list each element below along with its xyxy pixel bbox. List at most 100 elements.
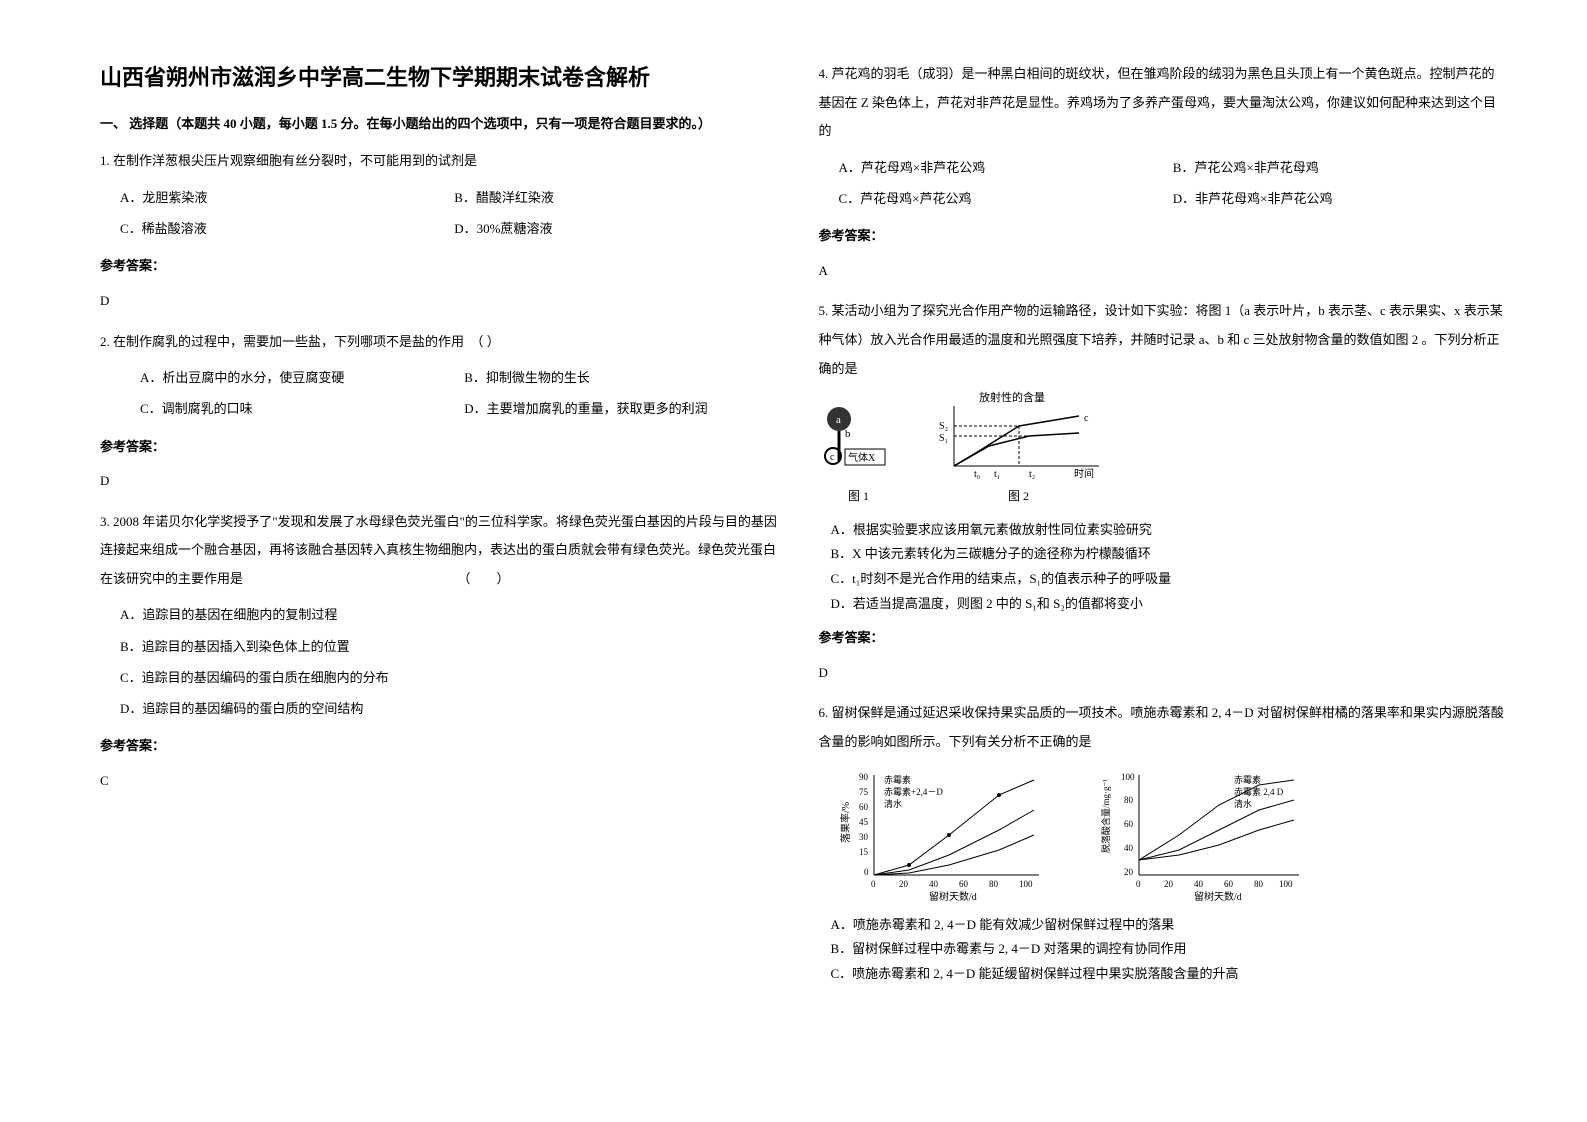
q3-answer-label: 参考答案： xyxy=(100,732,789,761)
c1-ylabel: 落果率/% xyxy=(839,802,852,843)
q3-opt-a: A．追踪目的基因在细胞内的复制过程 xyxy=(120,599,789,630)
q4-text: 4. 芦花鸡的羽毛（成羽）是一种黑白相间的斑纹状，但在雏鸡阶段的绒羽为黑色且头顶… xyxy=(819,60,1508,146)
c1-leg1: 赤霉素+2,4－D xyxy=(884,786,943,797)
q1-opt-c: C．稀盐酸溶液 xyxy=(120,213,454,244)
falloff-rate-chart: 落果率/% 90 75 60 45 30 15 0 赤霉素 赤霉素+2,4－D … xyxy=(839,765,1059,905)
c1-xlabel: 留树天数/d xyxy=(929,890,977,903)
c2-ylabel: 脱落酸含量/mg·g⁻¹ xyxy=(1100,778,1111,852)
c1-xt4: 80 xyxy=(989,879,999,889)
c2-leg2: 清水 xyxy=(1234,798,1252,809)
plant-diagram-icon: a b c 气体X xyxy=(819,401,899,481)
q3-opt-c: C．追踪目的基因编码的蛋白质在细胞内的分布 xyxy=(120,662,789,693)
fig1-c: c xyxy=(830,452,835,463)
q6-text: 6. 留树保鲜是通过延迟采收保持果实品质的一项技术。喷施赤霉素和 2, 4－D … xyxy=(819,699,1508,756)
c1-xt3: 60 xyxy=(959,879,969,889)
left-column: 山西省朔州市滋润乡中学高二生物下学期期末试卷含解析 一、 选择题（本题共 40 … xyxy=(100,60,819,1082)
page-title: 山西省朔州市滋润乡中学高二生物下学期期末试卷含解析 xyxy=(100,60,789,92)
c2-yt3: 80 xyxy=(1124,795,1134,805)
question-6: 6. 留树保鲜是通过延迟采收保持果实品质的一项技术。喷施赤霉素和 2, 4－D … xyxy=(819,699,1508,986)
c1-yt2: 30 xyxy=(859,832,869,842)
c2-yt0: 20 xyxy=(1124,867,1134,877)
q4-answer: A xyxy=(819,257,1508,286)
c2-yt2: 60 xyxy=(1124,819,1134,829)
q5-text: 5. 某活动小组为了探究光合作用产物的运输路径，设计如下实验：将图 1（a 表示… xyxy=(819,297,1508,383)
fig1-a: a xyxy=(836,414,841,426)
c1-yt3: 45 xyxy=(859,817,869,827)
fig2-c: c xyxy=(1084,413,1089,424)
q2-answer: D xyxy=(100,467,789,496)
section-header: 一、 选择题（本题共 40 小题，每小题 1.5 分。在每小题给出的四个选项中，… xyxy=(100,112,789,135)
q1-opt-a: A．龙胆紫染液 xyxy=(120,182,454,213)
c2-leg0: 赤霉素 xyxy=(1234,774,1261,785)
q5-opt-c: C．t₁时刻不是光合作用的结束点，S₁的值表示种子的呼吸量 xyxy=(831,567,1508,592)
c2-yt4: 100 xyxy=(1121,772,1135,782)
c1-yt5: 75 xyxy=(859,787,869,797)
c1-yt4: 60 xyxy=(859,802,869,812)
c1-xt0: 0 xyxy=(871,879,876,889)
q6-charts: 落果率/% 90 75 60 45 30 15 0 赤霉素 赤霉素+2,4－D … xyxy=(839,765,1508,905)
q6-opt-a: A．喷施赤霉素和 2, 4－D 能有效减少留树保鲜过程中的落果 xyxy=(831,913,1508,938)
q3-text: 3. 2008 年诺贝尔化学奖授予了"发现和发展了水母绿色荧光蛋白"的三位科学家… xyxy=(100,508,789,594)
fig2-s1: S₁ xyxy=(939,433,948,444)
fig2-caption: 图 2 xyxy=(929,483,1109,509)
q1-options: A．龙胆紫染液 B．醋酸洋红染液 C．稀盐酸溶液 D．30%蔗糖溶液 xyxy=(100,182,789,244)
question-1: 1. 在制作洋葱根尖压片观察细胞有丝分裂时，不可能用到的试剂是 A．龙胆紫染液 … xyxy=(100,147,789,315)
fig2-time: 时间 xyxy=(1074,467,1094,480)
q5-opt-b: B．X 中该元素转化为三碳糖分子的途径称为柠檬酸循环 xyxy=(831,542,1508,567)
q6-options: A．喷施赤霉素和 2, 4－D 能有效减少留树保鲜过程中的落果 B．留树保鲜过程… xyxy=(819,913,1508,987)
q4-opt-d: D．非芦花母鸡×非芦花公鸡 xyxy=(1173,183,1507,214)
c2-xlabel: 留树天数/d xyxy=(1194,890,1242,903)
c1-leg2: 清水 xyxy=(884,798,902,809)
c2-xt0: 0 xyxy=(1136,879,1141,889)
question-2: 2. 在制作腐乳的过程中，需要加一些盐，下列哪项不是盐的作用 （ ） A．析出豆… xyxy=(100,328,789,496)
q3-options: A．追踪目的基因在细胞内的复制过程 B．追踪目的基因插入到染色体上的位置 C．追… xyxy=(100,599,789,724)
q5-options: A．根据实验要求应该用氧元素做放射性同位素实验研究 B．X 中该元素转化为三碳糖… xyxy=(819,518,1508,617)
fig2-t2: t₂ xyxy=(1029,469,1035,480)
q2-opt-d: D．主要增加腐乳的重量，获取更多的利润 xyxy=(464,393,788,424)
figure-1: a b c 气体X 图 1 xyxy=(819,401,899,509)
fig1-x: 气体X xyxy=(848,451,876,464)
q3-opt-b: B．追踪目的基因插入到染色体上的位置 xyxy=(120,631,789,662)
c2-xt2: 40 xyxy=(1194,879,1204,889)
c1-xt1: 20 xyxy=(899,879,909,889)
c2-xt5: 100 xyxy=(1279,879,1293,889)
q3-answer: C xyxy=(100,767,789,796)
fig2-ylabel: 放射性的含量 xyxy=(979,391,1045,404)
question-3: 3. 2008 年诺贝尔化学奖授予了"发现和发展了水母绿色荧光蛋白"的三位科学家… xyxy=(100,508,789,796)
figure-2: 放射性的含量 S₂ S₁ c t₀ t₁ t₂ 时间 图 2 xyxy=(929,391,1109,509)
q1-text: 1. 在制作洋葱根尖压片观察细胞有丝分裂时，不可能用到的试剂是 xyxy=(100,147,789,176)
q4-opt-c: C．芦花母鸡×芦花公鸡 xyxy=(839,183,1173,214)
question-4: 4. 芦花鸡的羽毛（成羽）是一种黑白相间的斑纹状，但在雏鸡阶段的绒羽为黑色且头顶… xyxy=(819,60,1508,285)
q2-opt-a: A．析出豆腐中的水分，使豆腐变硬 xyxy=(140,362,464,393)
q1-answer-label: 参考答案： xyxy=(100,252,789,281)
aba-content-chart: 脱落酸含量/mg·g⁻¹ 100 80 60 40 20 赤霉素 赤霉素 2,4… xyxy=(1099,765,1329,905)
q5-figures: a b c 气体X 图 1 放射性的含量 xyxy=(819,391,1508,509)
c1-yt1: 15 xyxy=(859,847,869,857)
c1-xt5: 100 xyxy=(1019,879,1033,889)
c1-yt0: 0 xyxy=(864,867,869,877)
c1-leg0: 赤霉素 xyxy=(884,774,911,785)
c2-xt3: 60 xyxy=(1224,879,1234,889)
fig2-t1: t₁ xyxy=(994,469,1000,480)
q1-opt-d: D．30%蔗糖溶液 xyxy=(454,213,788,244)
q2-opt-b: B．抑制微生物的生长 xyxy=(464,362,788,393)
fig2-s2: S₂ xyxy=(939,421,948,432)
question-5: 5. 某活动小组为了探究光合作用产物的运输路径，设计如下实验：将图 1（a 表示… xyxy=(819,297,1508,687)
fig1-caption: 图 1 xyxy=(819,483,899,509)
q5-answer-label: 参考答案： xyxy=(819,624,1508,653)
c1-yt6: 90 xyxy=(859,772,869,782)
q6-opt-b: B．留树保鲜过程中赤霉素与 2, 4－D 对落果的调控有协同作用 xyxy=(831,937,1508,962)
c2-yt1: 40 xyxy=(1124,843,1134,853)
q5-opt-d: D．若适当提高温度，则图 2 中的 S₁和 S₂的值都将变小 xyxy=(831,592,1508,617)
q2-text: 2. 在制作腐乳的过程中，需要加一些盐，下列哪项不是盐的作用 （ ） xyxy=(100,328,789,357)
q5-opt-a: A．根据实验要求应该用氧元素做放射性同位素实验研究 xyxy=(831,518,1508,543)
fig2-t0: t₀ xyxy=(974,469,981,480)
line-chart-icon: 放射性的含量 S₂ S₁ c t₀ t₁ t₂ 时间 xyxy=(929,391,1109,481)
q4-opt-b: B．芦花公鸡×非芦花母鸡 xyxy=(1173,152,1507,183)
q1-opt-b: B．醋酸洋红染液 xyxy=(454,182,788,213)
q4-options: A．芦花母鸡×非芦花公鸡 B．芦花公鸡×非芦花母鸡 C．芦花母鸡×芦花公鸡 D．… xyxy=(819,152,1508,214)
q2-options: A．析出豆腐中的水分，使豆腐变硬 B．抑制微生物的生长 C．调制腐乳的口味 D．… xyxy=(100,362,789,424)
q1-answer: D xyxy=(100,287,789,316)
c2-xt1: 20 xyxy=(1164,879,1174,889)
q5-answer: D xyxy=(819,659,1508,688)
